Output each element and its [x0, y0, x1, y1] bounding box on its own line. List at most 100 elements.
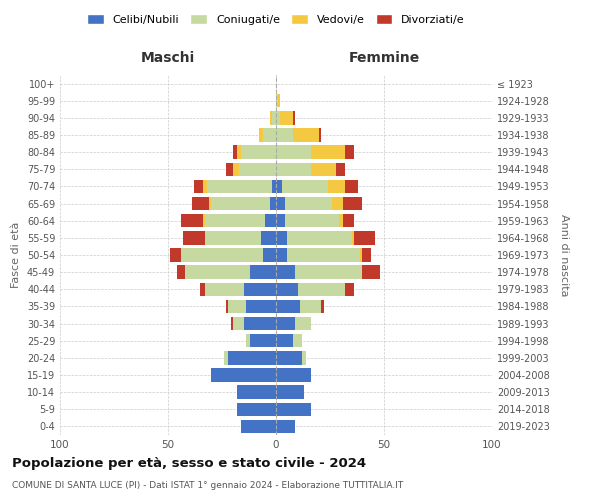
Bar — [276, 266, 295, 279]
Bar — [226, 162, 233, 176]
Bar — [211, 197, 269, 210]
Text: Popolazione per età, sesso e stato civile - 2024: Popolazione per età, sesso e stato civil… — [12, 458, 366, 470]
Bar — [244, 282, 276, 296]
Bar — [276, 146, 311, 159]
Bar — [322, 300, 323, 313]
Bar — [362, 266, 380, 279]
Bar — [237, 386, 276, 399]
Bar — [192, 197, 209, 210]
Bar — [233, 317, 244, 330]
Bar — [293, 334, 302, 347]
Legend: Celibi/Nubili, Coniugati/e, Vedovi/e, Divorziati/e: Celibi/Nubili, Coniugati/e, Vedovi/e, Di… — [84, 10, 468, 28]
Bar — [345, 146, 354, 159]
Bar — [293, 128, 319, 141]
Bar — [205, 231, 261, 244]
Bar — [276, 420, 295, 433]
Bar — [276, 128, 293, 141]
Bar — [241, 146, 276, 159]
Bar — [203, 180, 207, 193]
Bar — [287, 231, 352, 244]
Bar — [319, 128, 322, 141]
Bar — [284, 197, 332, 210]
Bar — [276, 111, 280, 124]
Bar — [354, 231, 376, 244]
Bar — [237, 402, 276, 416]
Text: COMUNE DI SANTA LUCE (PI) - Dati ISTAT 1° gennaio 2024 - Elaborazione TUTTITALIA: COMUNE DI SANTA LUCE (PI) - Dati ISTAT 1… — [12, 481, 403, 490]
Bar — [226, 300, 229, 313]
Bar — [276, 334, 293, 347]
Text: Femmine: Femmine — [349, 50, 419, 64]
Bar — [229, 351, 276, 364]
Bar — [287, 248, 360, 262]
Bar — [276, 248, 287, 262]
Bar — [276, 94, 278, 108]
Bar — [194, 180, 203, 193]
Bar — [276, 180, 283, 193]
Bar — [205, 282, 244, 296]
Bar — [295, 317, 311, 330]
Bar — [246, 334, 250, 347]
Bar — [229, 300, 246, 313]
Bar — [261, 231, 276, 244]
Bar — [276, 231, 287, 244]
Bar — [183, 231, 205, 244]
Bar — [185, 266, 250, 279]
Bar — [203, 214, 205, 228]
Bar — [352, 231, 354, 244]
Bar — [328, 180, 345, 193]
Bar — [269, 111, 272, 124]
Bar — [230, 317, 233, 330]
Bar — [224, 351, 229, 364]
Bar — [302, 351, 306, 364]
Bar — [237, 146, 241, 159]
Bar — [337, 162, 345, 176]
Bar — [272, 111, 276, 124]
Bar — [283, 180, 328, 193]
Bar — [362, 248, 371, 262]
Bar — [345, 282, 354, 296]
Bar — [360, 248, 362, 262]
Bar — [338, 214, 343, 228]
Bar — [295, 266, 362, 279]
Bar — [298, 282, 345, 296]
Text: Maschi: Maschi — [141, 50, 195, 64]
Bar — [284, 214, 338, 228]
Bar — [272, 180, 276, 193]
Bar — [211, 368, 276, 382]
Bar — [269, 197, 276, 210]
Bar — [332, 197, 343, 210]
Bar — [263, 128, 276, 141]
Bar — [200, 282, 205, 296]
Bar — [276, 402, 311, 416]
Bar — [250, 334, 276, 347]
Bar — [276, 197, 284, 210]
Bar — [244, 317, 276, 330]
Bar — [311, 162, 337, 176]
Bar — [276, 351, 302, 364]
Bar — [207, 180, 272, 193]
Bar — [276, 162, 311, 176]
Bar — [259, 128, 263, 141]
Bar — [345, 180, 358, 193]
Bar — [209, 197, 211, 210]
Y-axis label: Anni di nascita: Anni di nascita — [559, 214, 569, 296]
Bar — [239, 162, 276, 176]
Y-axis label: Fasce di età: Fasce di età — [11, 222, 21, 288]
Bar — [181, 214, 203, 228]
Bar — [246, 300, 276, 313]
Bar — [276, 368, 311, 382]
Bar — [311, 146, 345, 159]
Bar — [300, 300, 322, 313]
Bar — [276, 386, 304, 399]
Bar — [181, 248, 263, 262]
Bar — [343, 214, 354, 228]
Bar — [265, 214, 276, 228]
Bar — [233, 146, 237, 159]
Bar — [280, 111, 293, 124]
Bar — [170, 248, 181, 262]
Bar — [343, 197, 362, 210]
Bar — [263, 248, 276, 262]
Bar — [276, 317, 295, 330]
Bar — [276, 282, 298, 296]
Bar — [276, 214, 284, 228]
